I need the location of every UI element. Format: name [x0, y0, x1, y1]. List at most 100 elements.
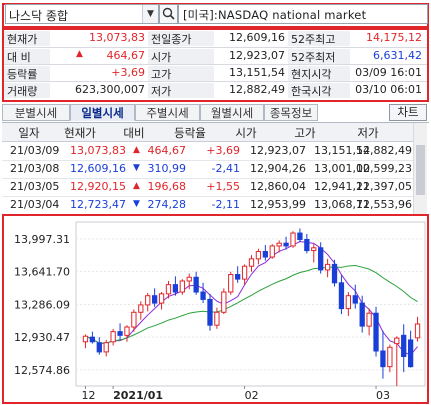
cell-change: 196,68: [147, 180, 187, 193]
candle: [165, 284, 172, 295]
summary-label: 대 비: [4, 49, 50, 64]
candle: [145, 295, 151, 306]
cell-high: 13,068,71: [314, 198, 370, 211]
summary-value: 12,882,49: [229, 83, 285, 96]
search-button[interactable]: [159, 4, 178, 24]
candle: [269, 245, 275, 258]
cell-close: 13,073,83: [70, 144, 126, 157]
y-tick-label: 12,930.47: [14, 331, 70, 344]
summary-label: 시가: [148, 49, 214, 64]
candle: [117, 331, 123, 336]
price-chart: 13,997.31 13,641.70 13,286.09 12,930.47 12,5…: [2, 214, 429, 404]
summary-label: 전일종가: [148, 31, 214, 46]
candle: [124, 326, 130, 336]
candle: [235, 274, 241, 280]
up-arrow-icon: ▲: [133, 181, 140, 191]
candle: [96, 342, 102, 353]
candle: [193, 276, 199, 293]
scrollbar-thumb[interactable]: [416, 145, 425, 195]
table-header: 일자 현재가 대비 등락율 시가 고가 저가: [2, 123, 413, 142]
column-header[interactable]: 고가: [294, 126, 316, 140]
daily-price-table: 일자 현재가 대비 등락율 시가 고가 저가 21/03/09 13,073,83 ▲ 464,6…: [2, 122, 429, 215]
candle: [138, 304, 144, 313]
cell-open: 12,860,04: [250, 180, 306, 193]
candle: [276, 242, 282, 247]
candlestick-chart: 13,997.31 13,641.70 13,286.09 12,930.47 12,5…: [14, 221, 426, 402]
y-tick-label: 13,286.09: [14, 298, 70, 311]
candle: [158, 293, 165, 304]
candle: [103, 342, 109, 353]
table-row[interactable]: 21/03/05 12,920,15 ▲ 196,68 +1,55 12,860,04 12…: [2, 178, 413, 197]
tab-3[interactable]: 월별시세: [200, 104, 264, 121]
column-header[interactable]: 저가: [357, 126, 379, 140]
market-select[interactable]: 나스닥 종합 ▼: [5, 4, 159, 24]
ma-long-line: [85, 264, 418, 344]
summary-row: 거래량 623,300,007 저가 12,882,49 한국시각 03/10 06:01: [4, 81, 427, 98]
search-icon: [162, 7, 175, 20]
cell-pct: +1,55: [206, 180, 240, 193]
table-scrollbar[interactable]: [413, 123, 427, 215]
quote-summary-panel: 현재가 13,073,83 전일종가 12,609,16 52주최고 14,175,12 대…: [2, 28, 429, 102]
table-row[interactable]: 21/03/04 12,723,47 ▼ 274,28 -2,11 12,953,99 13…: [2, 196, 413, 215]
summary-value: 13,073,83: [89, 31, 145, 44]
y-tick-label: 12,574.86: [14, 364, 70, 377]
table-row[interactable]: 21/03/09 13,073,83 ▲ 464,67 +3,69 12,923,07 13…: [2, 142, 413, 161]
candle: [207, 298, 213, 326]
cell-date: 21/03/05: [10, 180, 60, 193]
candle: [241, 265, 248, 280]
summary-value: 6,631,42: [373, 49, 422, 62]
column-header[interactable]: 시가: [235, 126, 257, 140]
candle: [179, 280, 185, 293]
summary-label: 고가: [148, 66, 214, 81]
cell-low: 12,553,96: [356, 198, 412, 211]
candle: [394, 337, 400, 345]
summary-value: 03/09 16:01: [355, 66, 422, 79]
cell-pct: -2,11: [211, 198, 240, 211]
candle: [401, 334, 407, 358]
chart-button[interactable]: 차트: [389, 104, 427, 121]
summary-label: 한국시각: [288, 83, 350, 98]
instrument-name-field: [미국]:NASDAQ national market: [178, 4, 428, 24]
cell-open: 12,923,07: [250, 144, 306, 157]
summary-label: 현지시각: [288, 66, 350, 81]
candle: [387, 346, 393, 368]
summary-value: +3,69: [111, 66, 145, 79]
column-header[interactable]: 대비: [123, 126, 145, 140]
chevron-down-icon[interactable]: ▼: [142, 5, 158, 23]
tab-2[interactable]: 주별시세: [135, 104, 200, 121]
column-header[interactable]: 등락율: [174, 126, 206, 140]
x-tick-label: 02: [245, 389, 259, 402]
summary-row: 현재가 13,073,83 전일종가 12,609,16 52주최고 14,175,12: [4, 30, 427, 46]
cell-pct: +3,69: [206, 144, 240, 157]
tab-0[interactable]: 분별시세: [2, 104, 70, 121]
up-arrow-icon: ▲: [133, 145, 140, 155]
candle: [228, 274, 234, 293]
cell-date: 21/03/04: [10, 198, 60, 211]
candle: [89, 336, 96, 343]
tab-1[interactable]: 일별시세: [70, 104, 135, 121]
summary-row: 대 비 464,67 ▲ 시가 12,923,07 52주최저 6,631,42: [4, 47, 427, 64]
table-row[interactable]: 21/03/08 12,609,16 ▼ 310,99 -2,41 12,904,26 13…: [2, 160, 413, 179]
summary-row: 등락률 +3,69 고가 13,151,54 현지시각 03/09 16:01: [4, 64, 427, 81]
summary-label: 52주최저: [288, 49, 350, 64]
tab-4[interactable]: 종목정보: [264, 104, 318, 121]
candle: [131, 311, 137, 328]
column-header[interactable]: 현재가: [64, 126, 96, 140]
candle: [380, 350, 386, 368]
summary-value: 464,67 ▲: [76, 49, 145, 62]
down-arrow-icon: ▼: [133, 199, 140, 209]
y-tick-label: 13,997.31: [14, 233, 70, 246]
cell-change: 274,28: [147, 198, 187, 211]
summary-label: 저가: [148, 83, 214, 98]
candle: [255, 250, 262, 260]
candle: [297, 232, 303, 241]
candle: [366, 312, 372, 327]
cell-low: 12,599,23: [356, 162, 412, 175]
cell-high: 12,941,21: [314, 180, 370, 193]
candle: [283, 242, 289, 247]
market-select-value: 나스닥 종합: [9, 9, 69, 23]
summary-value: 03/10 06:01: [355, 83, 422, 96]
summary-label: 거래량: [4, 83, 50, 98]
cell-high: 13,151,54: [314, 144, 370, 157]
column-header[interactable]: 일자: [18, 126, 40, 140]
